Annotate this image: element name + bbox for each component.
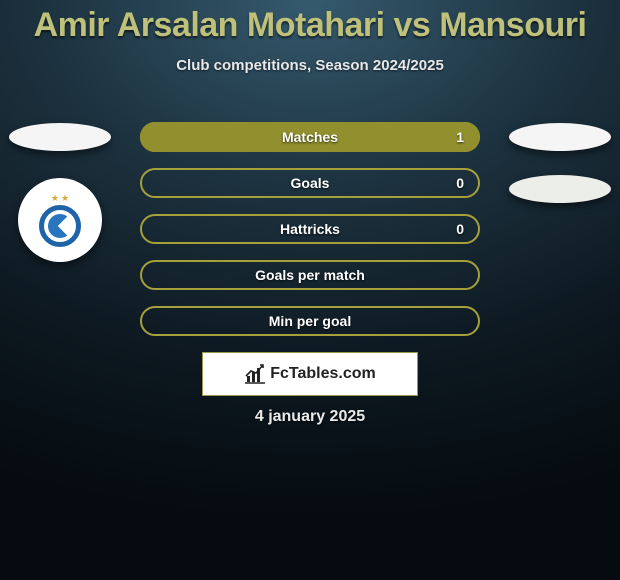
club-logo-esteghlal: ★ ★ [26, 186, 94, 254]
player-avatar-left [9, 123, 111, 151]
player-avatar-right [509, 123, 611, 151]
stat-value-right: 0 [456, 221, 464, 237]
stat-value-right: 1 [456, 129, 464, 145]
club-ring-icon [39, 205, 81, 247]
stat-bar: Goals per match [140, 260, 480, 290]
club-ring-inner [48, 214, 72, 238]
stat-label: Hattricks [280, 221, 340, 237]
brand-text: FcTables.com [270, 365, 376, 383]
stat-label: Goals per match [255, 267, 365, 283]
stats-bars: Matches 1 Goals 0 Hattricks 0 Goals per match M… [140, 122, 480, 352]
stat-value-right: 0 [456, 175, 464, 191]
stat-bar: Matches 1 [140, 122, 480, 152]
brand-box: FcTables.com [202, 352, 418, 396]
subtitle: Club competitions, Season 2024/2025 [0, 57, 620, 74]
club-stars: ★ ★ [51, 193, 69, 204]
star-icon: ★ [51, 193, 59, 204]
club-badge-right [509, 175, 611, 203]
stat-label: Min per goal [269, 313, 351, 329]
page-title: Amir Arsalan Motahari vs Mansouri [0, 6, 620, 45]
footer-date: 4 january 2025 [0, 408, 620, 426]
club-badge-left: ★ ★ [18, 178, 102, 262]
chart-icon [244, 364, 266, 384]
star-icon: ★ [61, 193, 69, 204]
stat-bar: Goals 0 [140, 168, 480, 198]
stat-label: Goals [291, 175, 330, 191]
stat-label: Matches [282, 129, 338, 145]
stat-bar: Min per goal [140, 306, 480, 336]
stat-bar: Hattricks 0 [140, 214, 480, 244]
